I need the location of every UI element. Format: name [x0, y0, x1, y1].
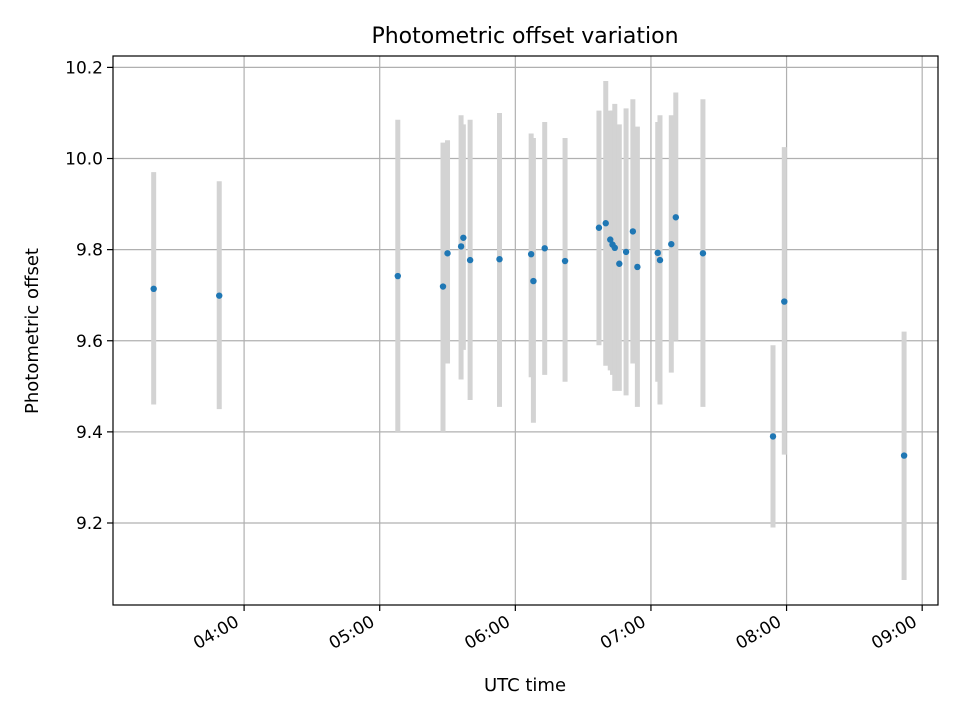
- data-point: [496, 255, 503, 263]
- data-point: [668, 240, 675, 248]
- data-points: [150, 214, 908, 459]
- data-point: [530, 277, 537, 285]
- data-point: [602, 220, 609, 227]
- data-point: [611, 244, 618, 252]
- data-point: [616, 260, 623, 267]
- data-point: [629, 228, 637, 235]
- data-point: [622, 248, 630, 256]
- data-point: [444, 250, 451, 257]
- data-point: [466, 256, 474, 264]
- y-tick-label: 10.2: [65, 58, 103, 78]
- y-tick-label: 9.8: [76, 241, 103, 261]
- data-point: [527, 250, 535, 258]
- data-point: [672, 214, 680, 221]
- data-point: [150, 285, 157, 293]
- data-point: [541, 245, 548, 252]
- data-point: [216, 292, 223, 299]
- y-tick-label: 9.6: [76, 332, 103, 352]
- data-point: [634, 263, 641, 271]
- chart-title: Photometric offset variation: [371, 24, 678, 49]
- data-point: [769, 433, 777, 440]
- data-point: [699, 250, 707, 257]
- y-tick-label: 9.4: [76, 423, 103, 443]
- data-point: [654, 249, 661, 257]
- data-point: [439, 283, 447, 290]
- x-axis-label: UTC time: [484, 675, 566, 696]
- y-axis-label: Photometric offset: [22, 248, 43, 414]
- data-point: [595, 224, 603, 231]
- data-point: [900, 452, 908, 459]
- y-axis-ticks: 9.2 9.4 9.6 9.8 10.0 10.2: [65, 58, 113, 534]
- plot-frame: [112, 55, 939, 606]
- data-point: [607, 236, 614, 243]
- x-axis-ticks: 04:00 05:00 06:00 07:00 08:00 09:00: [190, 605, 923, 654]
- data-point: [656, 256, 664, 264]
- data-point: [457, 243, 465, 250]
- data-point: [460, 234, 467, 241]
- y-tick-label: 9.2: [76, 514, 103, 534]
- data-point: [781, 298, 788, 305]
- data-point: [561, 257, 569, 265]
- data-point: [394, 272, 401, 280]
- y-tick-label: 10.0: [65, 150, 103, 170]
